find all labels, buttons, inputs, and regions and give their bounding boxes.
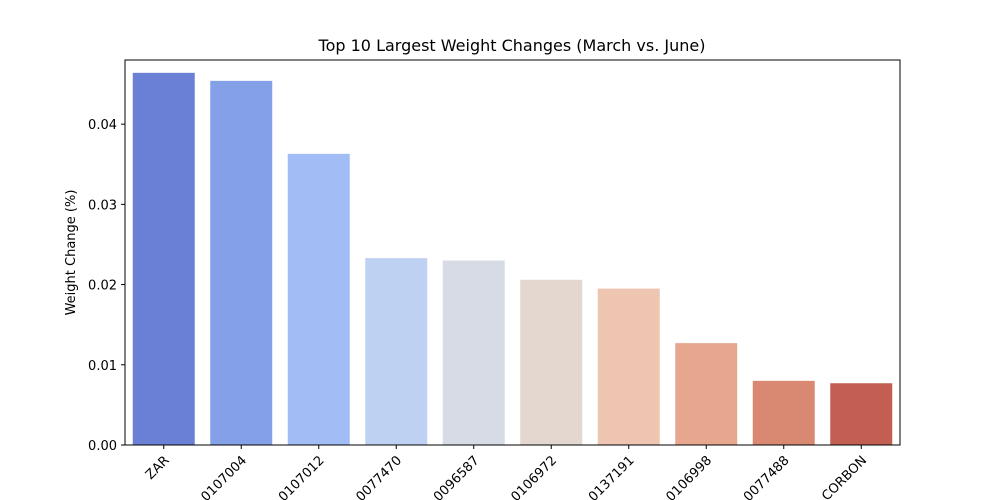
- bar-zar: [132, 72, 195, 445]
- bars-group: [132, 72, 893, 446]
- x-tick-label: 0137191: [586, 453, 638, 500]
- x-tick-label: 0096587: [431, 453, 483, 500]
- bar-0096587: [442, 260, 505, 445]
- y-axis: 0.00 0.01 0.02 0.03 0.04: [88, 118, 125, 454]
- plot-frame: [124, 59, 901, 446]
- bar-0107004: [210, 80, 273, 446]
- bar-0106998: [675, 343, 738, 445]
- x-tick-label: CORBON: [819, 453, 870, 500]
- y-tick-label: 0.01: [88, 359, 117, 374]
- bar-0137191: [597, 288, 660, 445]
- bar-0106972: [520, 279, 583, 445]
- x-tick-label: ZAR: [143, 453, 173, 483]
- bar-0077470: [365, 258, 428, 445]
- chart-title: Top 10 Largest Weight Changes (March vs.…: [318, 36, 706, 55]
- x-tick-label: 0107004: [199, 453, 251, 500]
- x-tick-label: 0106972: [509, 453, 561, 500]
- y-tick-label: 0.04: [88, 118, 117, 133]
- x-tick-label: 0106998: [664, 453, 716, 500]
- x-tick-label: 0077470: [354, 453, 406, 500]
- x-tick-label: 0077488: [741, 453, 793, 500]
- bar-corbon: [830, 383, 893, 445]
- y-tick-label: 0.02: [88, 279, 117, 294]
- bar-0107012: [287, 153, 350, 445]
- x-axis: ZAR 0107004 0107012 0077470 0096587 0106972 01…: [143, 445, 870, 500]
- y-axis-label: Weight Change (%): [64, 190, 79, 316]
- x-tick-label: 0107012: [276, 453, 328, 500]
- y-tick-label: 0.03: [88, 198, 117, 213]
- bar-0077488: [752, 380, 815, 445]
- y-tick-label: 0.00: [88, 439, 117, 454]
